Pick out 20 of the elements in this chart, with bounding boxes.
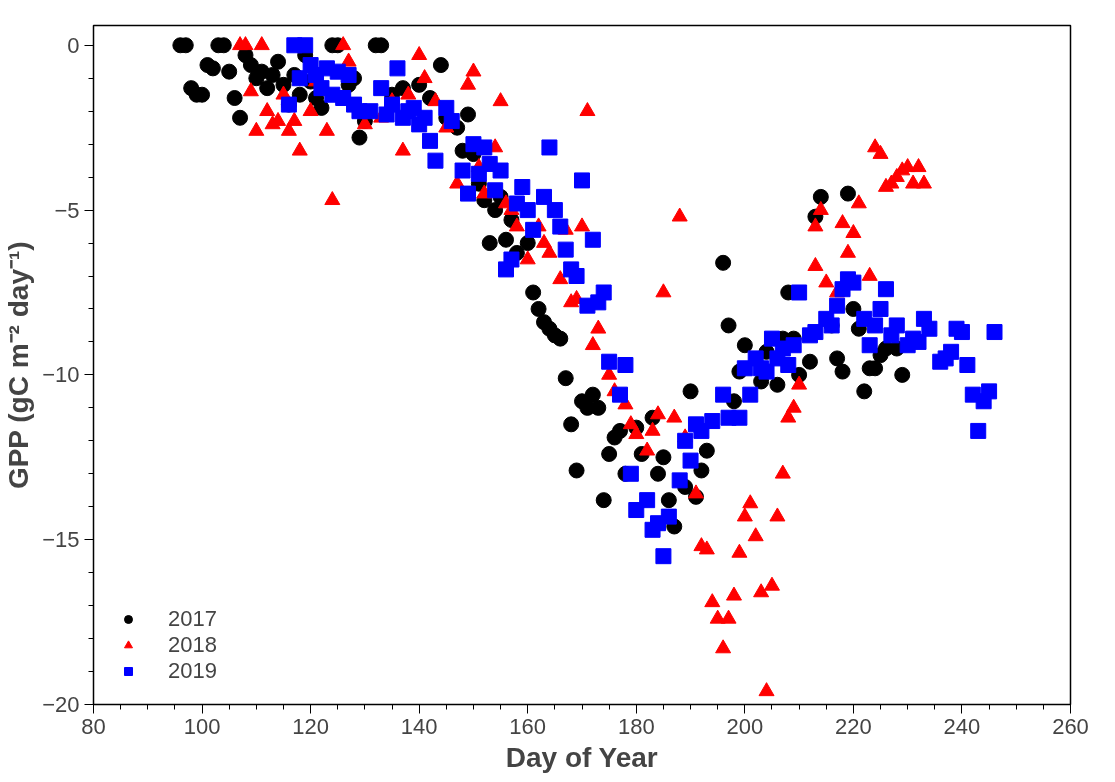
y-tick-label: −5 — [54, 197, 80, 223]
y-tick-label: −20 — [42, 692, 80, 717]
x-tick-label: 240 — [943, 713, 981, 739]
y-axis-title: GPP (gC m⁻² day⁻¹) — [3, 241, 35, 490]
x-tick-label: 80 — [81, 713, 106, 739]
x-tick-label: 160 — [509, 713, 547, 739]
legend-label: 2018 — [168, 632, 217, 658]
legend-label: 2019 — [168, 658, 217, 684]
y-tick-label: 0 — [67, 32, 80, 58]
x-tick-label: 260 — [1052, 713, 1089, 739]
x-tick-label: 100 — [183, 713, 221, 739]
x-tick-label: 140 — [400, 713, 438, 739]
legend-label: 2017 — [168, 606, 217, 632]
x-tick-label: 180 — [617, 713, 655, 739]
x-tick-label: 120 — [292, 713, 329, 739]
x-axis-title: Day of Year — [505, 741, 658, 773]
y-tick-label: −10 — [42, 362, 80, 388]
x-tick-label: 220 — [835, 713, 872, 739]
y-tick-label: −15 — [42, 527, 80, 553]
x-tick-label: 200 — [726, 713, 764, 739]
